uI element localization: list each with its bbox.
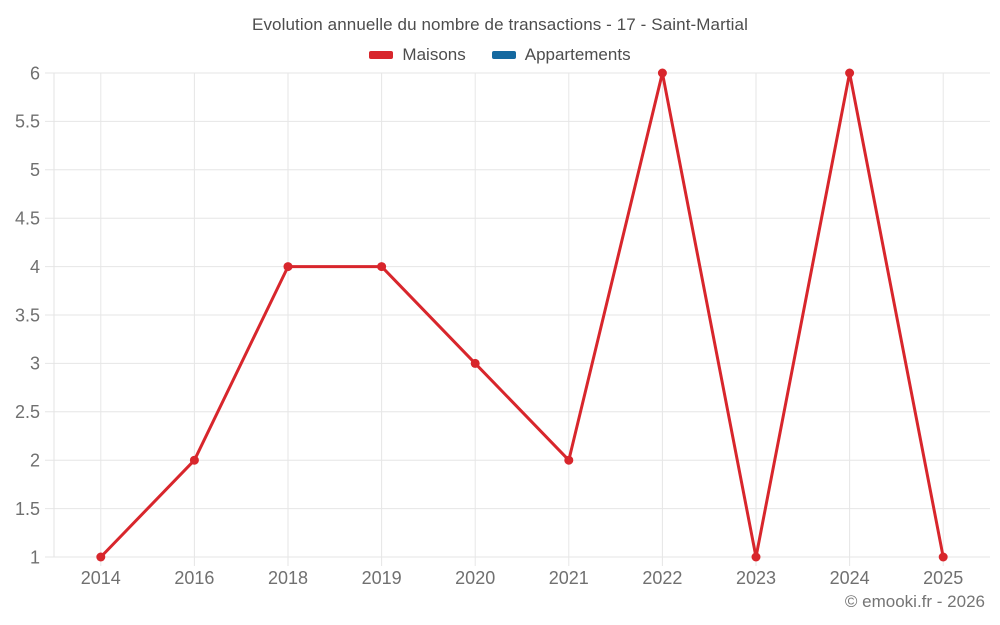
y-axis-label-6: 6 [30,63,40,83]
legend-label-appartements: Appartements [524,45,631,64]
x-axis-label-2023: 2023 [736,568,776,588]
series-line-maisons [99,71,945,559]
data-point-maisons-2024[interactable] [845,68,855,78]
legend-item-maisons[interactable]: Maisons [369,45,466,65]
legend: Maisons Appartements [0,45,1000,65]
appartements-series-swatch-icon [491,51,516,59]
data-point-maisons-2019[interactable] [377,262,387,272]
y-axis-label-2: 2 [30,451,40,471]
data-point-maisons-2021[interactable] [564,455,574,465]
y-axis-label-1.5: 1.5 [15,499,40,519]
x-axis-label-2016: 2016 [174,568,214,588]
data-point-maisons-2020[interactable] [470,358,480,368]
y-axis-label-5.5: 5.5 [15,112,40,132]
x-axis-label-2018: 2018 [268,568,308,588]
x-axis-label-2024: 2024 [830,568,870,588]
y-axis-label-2.5: 2.5 [15,402,40,422]
legend-label-maisons: Maisons [402,45,466,64]
x-axis-label-2021: 2021 [549,568,589,588]
x-axis-label-2020: 2020 [455,568,495,588]
maisons-series-swatch-icon [369,51,394,59]
x-axis-label-2019: 2019 [362,568,402,588]
y-axis-label-3: 3 [30,354,40,374]
y-axis-label-1: 1 [30,547,40,567]
x-axis-label-2025: 2025 [923,568,963,588]
legend-item-appartements[interactable]: Appartements [491,45,631,65]
copyright-credit: © emooki.fr - 2026 [844,592,985,611]
y-axis-label-5: 5 [30,160,40,180]
data-point-maisons-2025[interactable] [938,552,948,562]
data-point-maisons-2018[interactable] [283,262,293,272]
y-axis-label-4: 4 [30,257,40,277]
x-axis-label-2022: 2022 [642,568,682,588]
y-axis-label-3.5: 3.5 [15,305,40,325]
x-axis-label-2014: 2014 [81,568,121,588]
chart-title: Evolution annuelle du nombre de transact… [252,15,748,34]
data-point-maisons-2016[interactable] [189,455,199,465]
data-point-maisons-2023[interactable] [751,552,761,562]
y-axis-label-4.5: 4.5 [15,209,40,229]
data-point-maisons-2014[interactable] [96,552,106,562]
data-point-maisons-2022[interactable] [657,68,667,78]
